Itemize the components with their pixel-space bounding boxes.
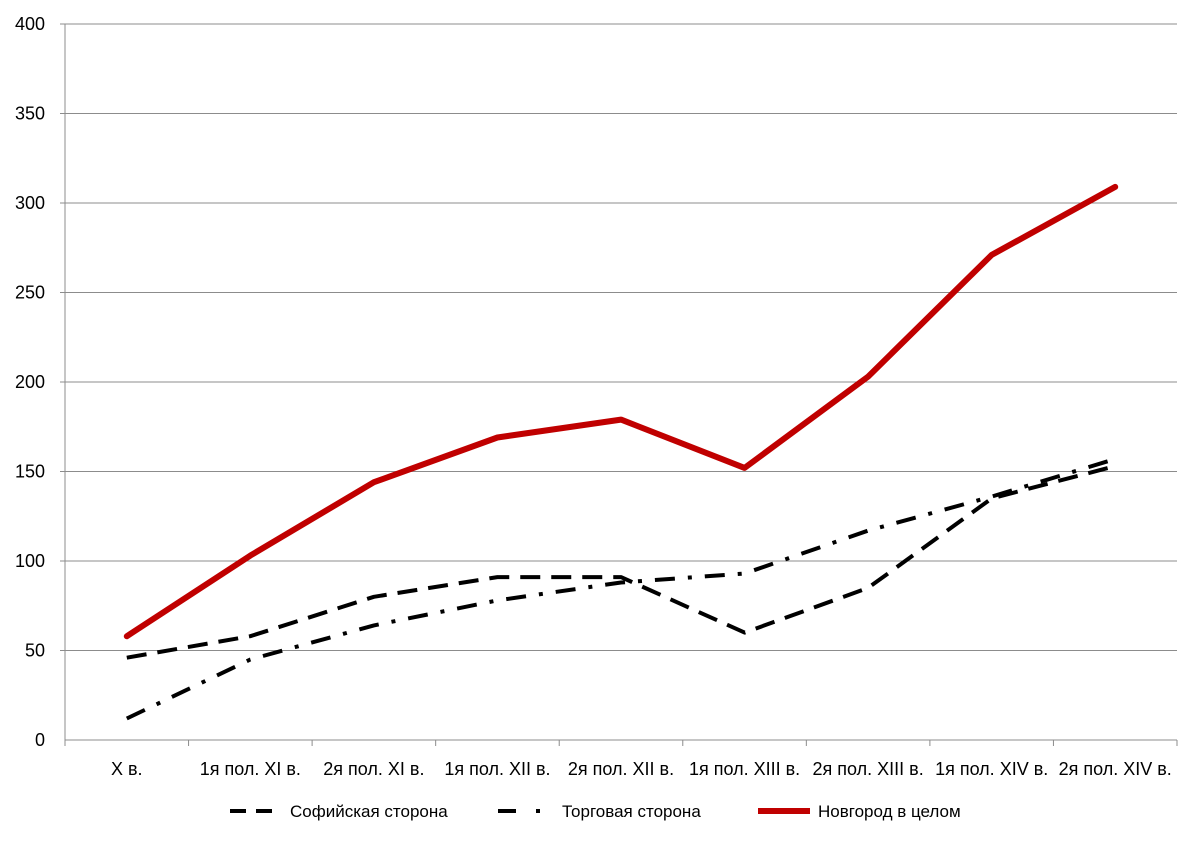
y-tick-label: 150 bbox=[15, 462, 45, 482]
x-tick-label: 1я пол. XII в. bbox=[444, 759, 550, 779]
y-tick-label: 300 bbox=[15, 193, 45, 213]
series-line-3 bbox=[123, 183, 1119, 640]
legend-label-3: Новгород в целом bbox=[818, 802, 961, 821]
series-3-point bbox=[1112, 184, 1118, 190]
series-2-point bbox=[247, 656, 253, 662]
series-2-point bbox=[124, 716, 130, 722]
y-tick-label: 400 bbox=[15, 14, 45, 34]
series-2-point bbox=[865, 528, 871, 534]
series-group bbox=[123, 183, 1119, 722]
x-tick-label: 1я пол. XIII в. bbox=[689, 759, 800, 779]
series-1-point bbox=[247, 633, 253, 639]
series-3-point bbox=[371, 479, 377, 485]
x-tick-label: X в. bbox=[111, 759, 143, 779]
series-1-point bbox=[618, 574, 624, 580]
x-tick-label: 2я пол. XIII в. bbox=[813, 759, 924, 779]
series-1-point bbox=[371, 594, 377, 600]
series-3-point bbox=[742, 465, 748, 471]
series-2-point bbox=[989, 494, 995, 500]
series-2-point bbox=[1112, 456, 1118, 462]
series-line-2 bbox=[125, 457, 1116, 721]
y-tick-label: 200 bbox=[15, 372, 45, 392]
series-1-point bbox=[124, 655, 130, 661]
y-tick-label: 100 bbox=[15, 551, 45, 571]
series-3-point bbox=[494, 434, 500, 440]
series-2-point bbox=[618, 579, 624, 585]
legend: Софийская сторона Торговая сторона Новгоро… bbox=[230, 802, 961, 821]
y-tick-label: 250 bbox=[15, 283, 45, 303]
series-2-point bbox=[494, 597, 500, 603]
series-3-point bbox=[989, 252, 995, 258]
series-3-point bbox=[618, 417, 624, 423]
y-tick-label: 50 bbox=[25, 641, 45, 661]
series-line-1 bbox=[126, 464, 1116, 660]
series-2-point bbox=[742, 571, 748, 577]
x-tick-label: 1я пол. XI в. bbox=[200, 759, 301, 779]
series-1-point bbox=[494, 574, 500, 580]
x-tick-label: 2я пол. XII в. bbox=[568, 759, 674, 779]
x-tick-label: 1я пол. XIV в. bbox=[935, 759, 1048, 779]
y-tick-label: 0 bbox=[35, 730, 45, 750]
series-1-point bbox=[1112, 463, 1118, 469]
series-3-point bbox=[247, 553, 253, 559]
x-tick-label: 2я пол. XI в. bbox=[323, 759, 424, 779]
series-1-point bbox=[742, 630, 748, 636]
series-3-point bbox=[124, 633, 130, 639]
axes: 0 50 100 150 200 250 300 350 400 X в. 1я пол. XI в… bbox=[15, 14, 1178, 779]
legend-label-1: Софийская сторона bbox=[290, 802, 448, 821]
grid bbox=[65, 23, 1177, 651]
legend-label-2: Торговая сторона bbox=[562, 802, 701, 821]
series-3-point bbox=[865, 374, 871, 380]
x-tick-label: 2я пол. XIV в. bbox=[1059, 759, 1172, 779]
y-tick-label: 350 bbox=[15, 104, 45, 124]
series-2-point bbox=[371, 622, 377, 628]
series-1-point bbox=[865, 585, 871, 591]
